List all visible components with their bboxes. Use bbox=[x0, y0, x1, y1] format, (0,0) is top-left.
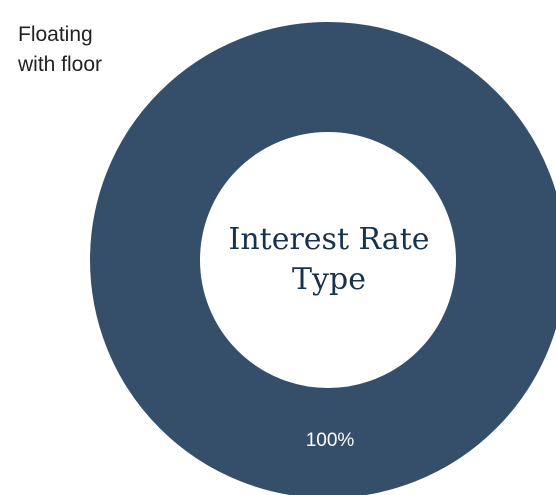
slice-name-label: Floating with floor bbox=[18, 23, 103, 76]
donut-center-title: Interest Rate Type bbox=[228, 222, 430, 297]
donut-slice bbox=[90, 22, 556, 495]
slice-value-label: 100% bbox=[305, 430, 355, 451]
